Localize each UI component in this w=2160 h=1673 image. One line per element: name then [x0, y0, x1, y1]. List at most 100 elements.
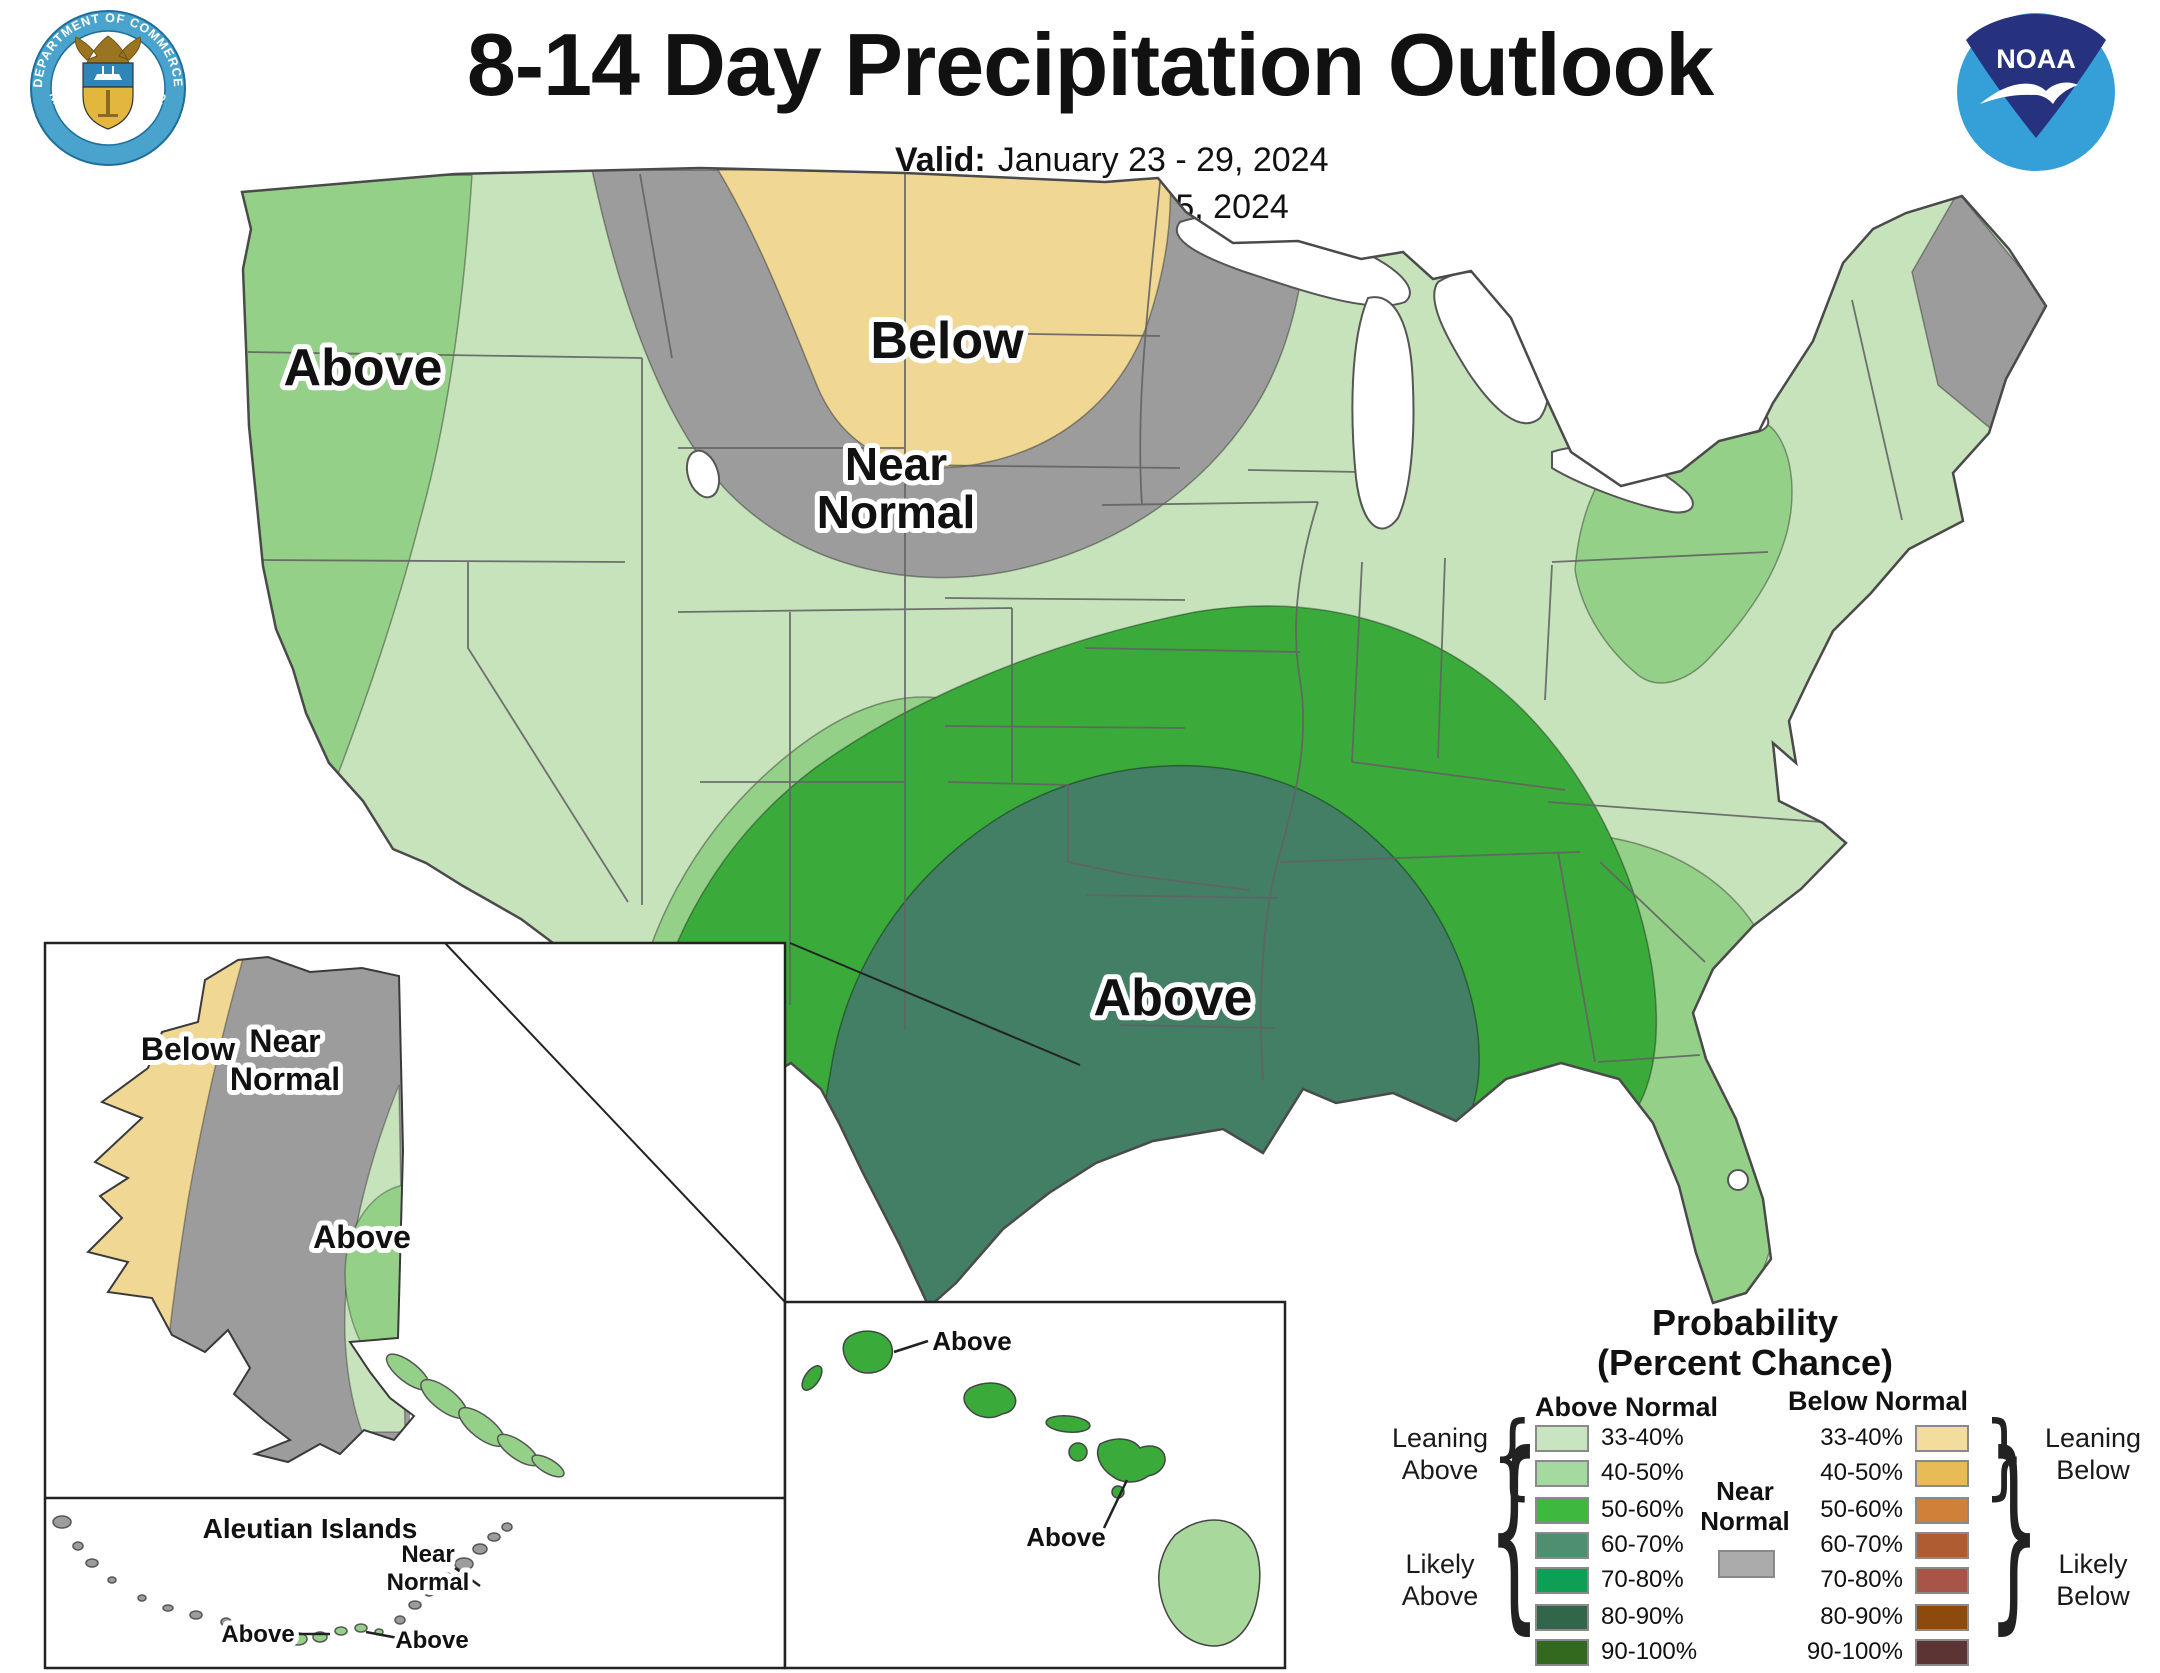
legend-row-below-50-60: 50-60% — [1773, 1495, 1969, 1525]
legend-swatch-above-50-60 — [1535, 1496, 1589, 1524]
legend-row-above-90-100: 90-100% — [1535, 1637, 1697, 1667]
aleutian-islands-gray — [52, 1515, 513, 1627]
valid-date-line: Valid: January 23 - 29, 2024 — [895, 141, 1329, 180]
noaa-logo: NOAA — [1957, 13, 2115, 171]
legend-range-label: 70-80% — [1601, 1566, 1684, 1593]
noaa-logo-text: NOAA — [1996, 44, 2076, 74]
hawaii-above-bottom-pointer — [1102, 1479, 1129, 1529]
legend-range-label: 80-90% — [1601, 1603, 1684, 1630]
legend-swatch-below-60-70 — [1915, 1531, 1969, 1559]
alaska-label-near-2: Normal — [230, 1061, 340, 1097]
legend-swatch-below-80-90 — [1915, 1603, 1969, 1631]
aleutian-title: Aleutian Islands — [203, 1513, 418, 1544]
legend-range-label: 40-50% — [1601, 1459, 1684, 1486]
legend-range-label: 90-100% — [1601, 1638, 1698, 1665]
brace-leaning-above: { — [1492, 1403, 1533, 1511]
hawaii-above-top-pointer — [893, 1339, 929, 1354]
legend-range-label: 33-40% — [1820, 1424, 1903, 1451]
hawaii-inset: Above Above — [801, 1321, 1261, 1647]
legend-row-above-50-60: 50-60% — [1535, 1495, 1684, 1525]
legend-swatch-above-90-100 — [1535, 1638, 1589, 1666]
legend-row-below-80-90: 80-90% — [1773, 1602, 1969, 1632]
legend-swatch-above-60-70 — [1535, 1531, 1589, 1559]
probability-legend: Probability (Percent Chance) Above Norma… — [1380, 1300, 2160, 1673]
legend-swatch-below-33-40 — [1915, 1424, 1969, 1452]
label-north-below: Below — [870, 312, 1024, 370]
brace-leaning-below: } — [1984, 1403, 2025, 1511]
legend-range-label: 60-70% — [1601, 1531, 1684, 1558]
legend-range-label: 90-100% — [1806, 1638, 1903, 1665]
alaska-connector-line-1 — [789, 942, 1081, 1066]
legend-above-header: Above Normal — [1535, 1392, 1719, 1422]
aleutian-islands-green — [248, 1623, 384, 1646]
conus-outline — [240, 166, 2048, 1310]
aleutian-label-above-right: Above — [395, 1627, 468, 1654]
legend-row-above-33-40: 33-40% — [1535, 1423, 1684, 1453]
legend-leaning-below-label: Leaning Below — [2044, 1423, 2142, 1485]
legend-swatch-below-90-100 — [1915, 1638, 1969, 1666]
legend-row-below-90-100: 90-100% — [1773, 1637, 1969, 1667]
department-of-commerce-seal: DEPARTMENT OF COMMERCE UNITED STATES OF … — [24, 0, 186, 166]
page-title: 8-14 Day Precipitation Outlook — [466, 15, 1714, 114]
label-near-2: Normal — [817, 486, 975, 538]
region-below-33-40-north — [716, 169, 1172, 469]
legend-row-below-33-40: 33-40% — [1773, 1423, 1969, 1453]
legend-swatch-below-40-50 — [1915, 1459, 1969, 1487]
alaska-label-below: Below — [141, 1031, 235, 1067]
alaska-outline — [86, 955, 416, 1464]
seal-lighthouse-icon — [98, 90, 118, 117]
legend-leaning-above-label: Leaning Above — [1391, 1423, 1489, 1485]
legend-near-normal-label: Near Normal — [1700, 1476, 1790, 1536]
legend-range-label: 33-40% — [1601, 1424, 1684, 1451]
hawaii-label-above-bottom: Above — [1026, 1522, 1105, 1552]
hawaii-lanai — [1068, 1442, 1088, 1462]
aleutian-near-pointer — [454, 1566, 481, 1588]
legend-range-label: 50-60% — [1601, 1496, 1684, 1523]
legend-subtitle: (Percent Chance) — [1596, 1342, 1894, 1383]
brace-likely-below: } — [1988, 1411, 2041, 1654]
legend-swatch-below-50-60 — [1915, 1496, 1969, 1524]
label-west-above: Above — [284, 339, 443, 397]
hawaii-oahu — [963, 1382, 1017, 1419]
noaa-logo-dark-wedge — [1966, 14, 2106, 138]
alaska-connector-line-2 — [444, 942, 786, 1303]
seal-ship-icon — [94, 66, 122, 80]
legend-title: Probability — [1651, 1302, 1839, 1343]
valid-value: January 23 - 29, 2024 — [997, 141, 1329, 179]
brace-likely-above: { — [1488, 1411, 1541, 1654]
label-near-1: Near — [845, 438, 947, 490]
legend-swatch-above-33-40 — [1535, 1424, 1589, 1452]
legend-range-label: 50-60% — [1820, 1496, 1903, 1523]
legend-likely-above-label: Likely Above — [1401, 1549, 1479, 1611]
aleutian-label-near-1: Near — [401, 1541, 454, 1568]
legend-row-above-60-70: 60-70% — [1535, 1530, 1684, 1560]
hawaii-maui — [1096, 1438, 1166, 1483]
legend-swatch-below-70-80 — [1915, 1566, 1969, 1594]
label-south-above: Above — [1094, 969, 1253, 1027]
hawaii-label-above-top: Above — [932, 1326, 1011, 1356]
legend-likely-below-label: Likely Below — [2056, 1549, 2130, 1611]
legend-range-label: 80-90% — [1820, 1603, 1903, 1630]
state-borders — [247, 173, 1903, 1081]
aleutian-label-near-2: Normal — [387, 1569, 470, 1596]
legend-swatch-above-40-50 — [1535, 1459, 1589, 1487]
legend-swatch-near-normal — [1718, 1550, 1775, 1578]
legend-below-header: Below Normal — [1788, 1386, 1969, 1416]
legend-row-above-70-80: 70-80% — [1535, 1565, 1684, 1595]
legend-row-below-40-50: 40-50% — [1773, 1458, 1969, 1488]
legend-swatch-above-70-80 — [1535, 1566, 1589, 1594]
hawaii-molokai — [1045, 1415, 1091, 1433]
hawaii-kauai — [842, 1330, 894, 1374]
alaska-label-above: Above — [313, 1219, 411, 1255]
hawaii-big-island — [1158, 1519, 1261, 1647]
aleutian-above-right-pointer — [365, 1630, 399, 1640]
legend-swatch-above-80-90 — [1535, 1603, 1589, 1631]
legend-row-below-60-70: 60-70% — [1773, 1530, 1969, 1560]
aleutian-label-above-left: Above — [221, 1621, 294, 1648]
legend-row-below-70-80: 70-80% — [1773, 1565, 1969, 1595]
legend-range-label: 60-70% — [1820, 1531, 1903, 1558]
legend-row-above-80-90: 80-90% — [1535, 1602, 1684, 1632]
legend-range-label: 40-50% — [1820, 1459, 1903, 1486]
legend-row-above-40-50: 40-50% — [1535, 1458, 1684, 1488]
